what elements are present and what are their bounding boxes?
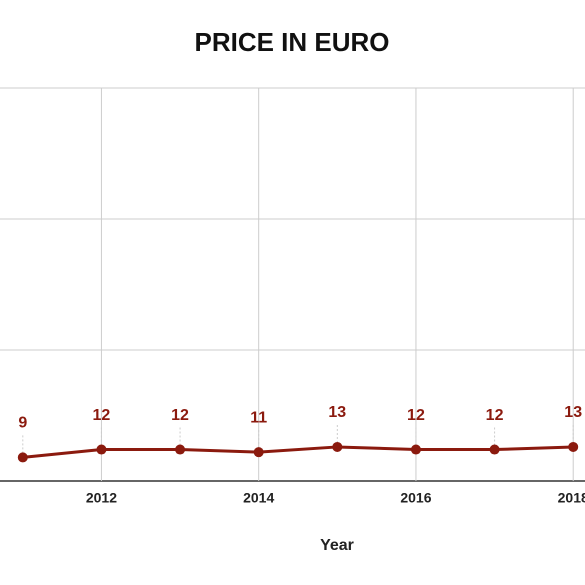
data-label: 12 [486,407,504,424]
x-tick-label: 2012 [86,490,117,506]
data-label: 11 [250,409,267,426]
x-tick-label: 2014 [243,490,274,506]
point [489,444,500,455]
point [175,444,186,455]
point [17,452,28,463]
data-label: 13 [564,404,582,421]
chart-title: PRICE IN EURO [194,27,389,57]
data-label: 12 [171,407,189,424]
point [410,444,421,455]
line [22,445,574,459]
point [253,447,264,458]
x-axis-label: Year [320,537,354,554]
data-label: 9 [18,415,27,432]
data-label: 12 [407,407,425,424]
x-tick-label: 2016 [400,490,431,506]
point [96,444,107,455]
point [568,441,579,452]
data-label: 12 [93,407,111,424]
x-tick-label: 2018 [558,490,585,506]
point [332,441,343,452]
data-label: 13 [328,404,346,421]
